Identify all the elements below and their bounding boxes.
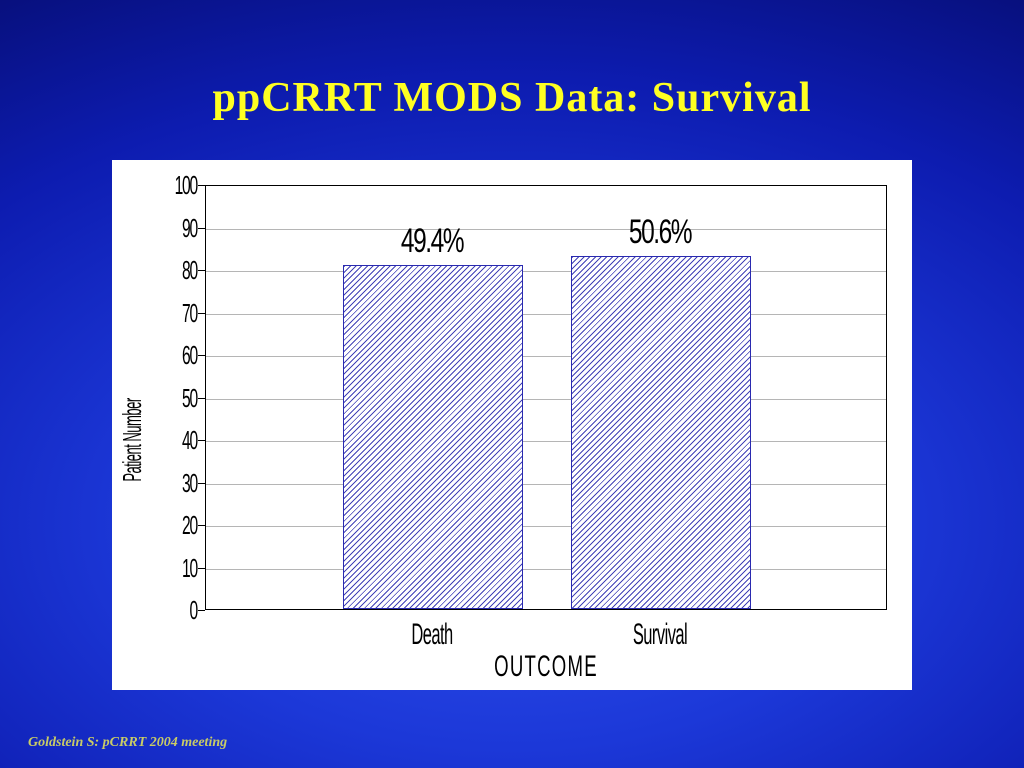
y-tick-mark bbox=[198, 312, 205, 314]
x-category-label: Death bbox=[411, 618, 454, 651]
footer-credit: Goldstein S: pCRRT 2004 meeting bbox=[28, 735, 228, 750]
y-tick-label: 40 bbox=[182, 425, 198, 455]
x-axis-title: OUTCOME bbox=[494, 650, 598, 683]
gridline bbox=[206, 483, 886, 485]
y-tick-label: 0 bbox=[189, 595, 199, 625]
gridline bbox=[206, 271, 886, 272]
y-tick-mark bbox=[198, 610, 205, 611]
y-tick-mark bbox=[198, 185, 205, 186]
slide-title: ppCRRT MODS Data: Survival bbox=[212, 75, 812, 121]
gridline bbox=[206, 568, 886, 570]
y-tick-mark bbox=[198, 227, 205, 229]
y-tick-label: 80 bbox=[182, 255, 198, 285]
plot-area bbox=[205, 185, 887, 610]
y-tick-label: 60 bbox=[182, 340, 198, 370]
gridline bbox=[206, 441, 886, 442]
y-tick-mark bbox=[198, 440, 205, 441]
bar-value-label: 50.6% bbox=[628, 213, 693, 252]
y-tick-label: 10 bbox=[182, 552, 198, 583]
bar-survival bbox=[570, 256, 751, 609]
gridline bbox=[206, 356, 886, 357]
y-axis-title: Patient Number bbox=[117, 398, 147, 482]
y-tick-mark bbox=[198, 567, 205, 569]
gridline bbox=[206, 398, 886, 400]
y-tick-mark bbox=[198, 525, 205, 526]
y-tick-label: 90 bbox=[182, 212, 198, 243]
y-tick-label: 100 bbox=[174, 170, 199, 200]
bar-death bbox=[343, 264, 524, 609]
y-tick-label: 50 bbox=[182, 382, 198, 413]
y-tick-mark bbox=[198, 355, 205, 356]
y-tick-mark bbox=[198, 397, 205, 399]
gridline bbox=[206, 313, 886, 315]
bar-value-label: 49.4% bbox=[401, 221, 465, 260]
y-tick-mark bbox=[198, 482, 205, 484]
x-category-label: Survival bbox=[632, 618, 688, 651]
y-tick-label: 30 bbox=[182, 467, 198, 498]
chart-panel: Patient Number OUTCOME 0 10 20 30 40 50 60 70 80… bbox=[112, 160, 912, 690]
y-tick-label: 70 bbox=[182, 297, 198, 328]
y-tick-mark bbox=[198, 270, 205, 271]
y-tick-label: 20 bbox=[182, 510, 198, 540]
gridline bbox=[206, 526, 886, 527]
gridline bbox=[206, 228, 886, 230]
